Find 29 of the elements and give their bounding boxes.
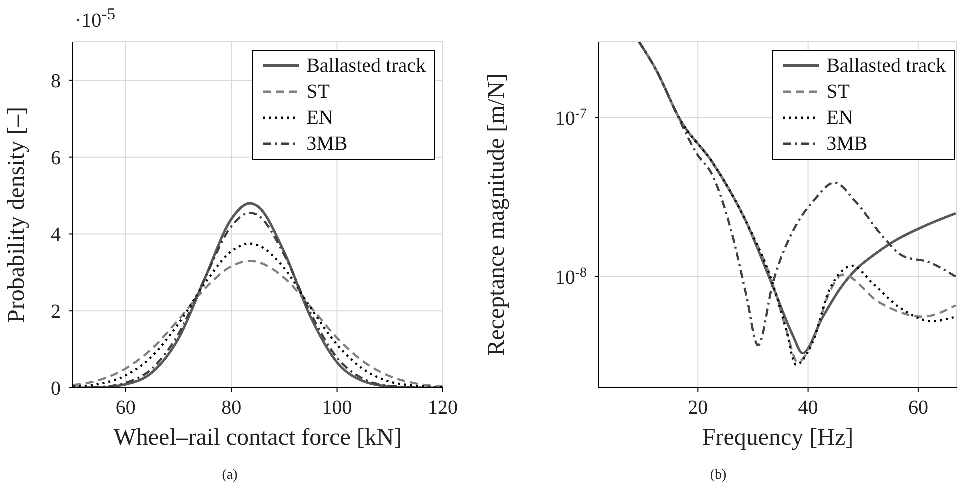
- legend-label: 3MB: [826, 132, 868, 157]
- x-tick-label: 100: [322, 397, 352, 419]
- y-tick-label: 0: [51, 378, 61, 400]
- x-tick-label: 120: [428, 397, 458, 419]
- x-tick-label: 40: [798, 397, 818, 419]
- y-tick-label: 8: [51, 70, 61, 92]
- y-tick-label: 10$^{-8}$: [555, 265, 587, 289]
- x-tick-label: 60: [116, 397, 136, 419]
- y-tick-label: 10$^{-7}$: [555, 106, 587, 130]
- legend-label: Ballasted track: [306, 54, 426, 79]
- y-tick-label: 6: [51, 147, 61, 170]
- legend-label: ST: [826, 80, 850, 105]
- y-axis-title: Receptance magnitude [m/N]: [484, 74, 510, 356]
- x-tick-label: 20: [688, 397, 708, 419]
- legend-label: 3MB: [306, 132, 348, 157]
- legend-label: Ballasted track: [826, 54, 946, 79]
- x-axis-title: Frequency [Hz]: [702, 425, 854, 452]
- x-tick-label: 60: [908, 397, 928, 419]
- x-tick-label: 80: [222, 397, 242, 419]
- text: (a): [222, 468, 238, 483]
- legend-label: EN: [306, 106, 334, 131]
- legend-label: EN: [826, 106, 854, 131]
- y-tick-label: 2: [51, 301, 61, 324]
- y-axis-title: Probability density [–]: [4, 107, 30, 323]
- x-axis-title: Wheel–rail contact force [kN]: [114, 425, 402, 452]
- legend-label: ST: [306, 80, 330, 105]
- y-tick-label: 4: [51, 224, 61, 246]
- text: ·10$^{-5}$: [75, 4, 116, 32]
- text: (b): [710, 468, 727, 483]
